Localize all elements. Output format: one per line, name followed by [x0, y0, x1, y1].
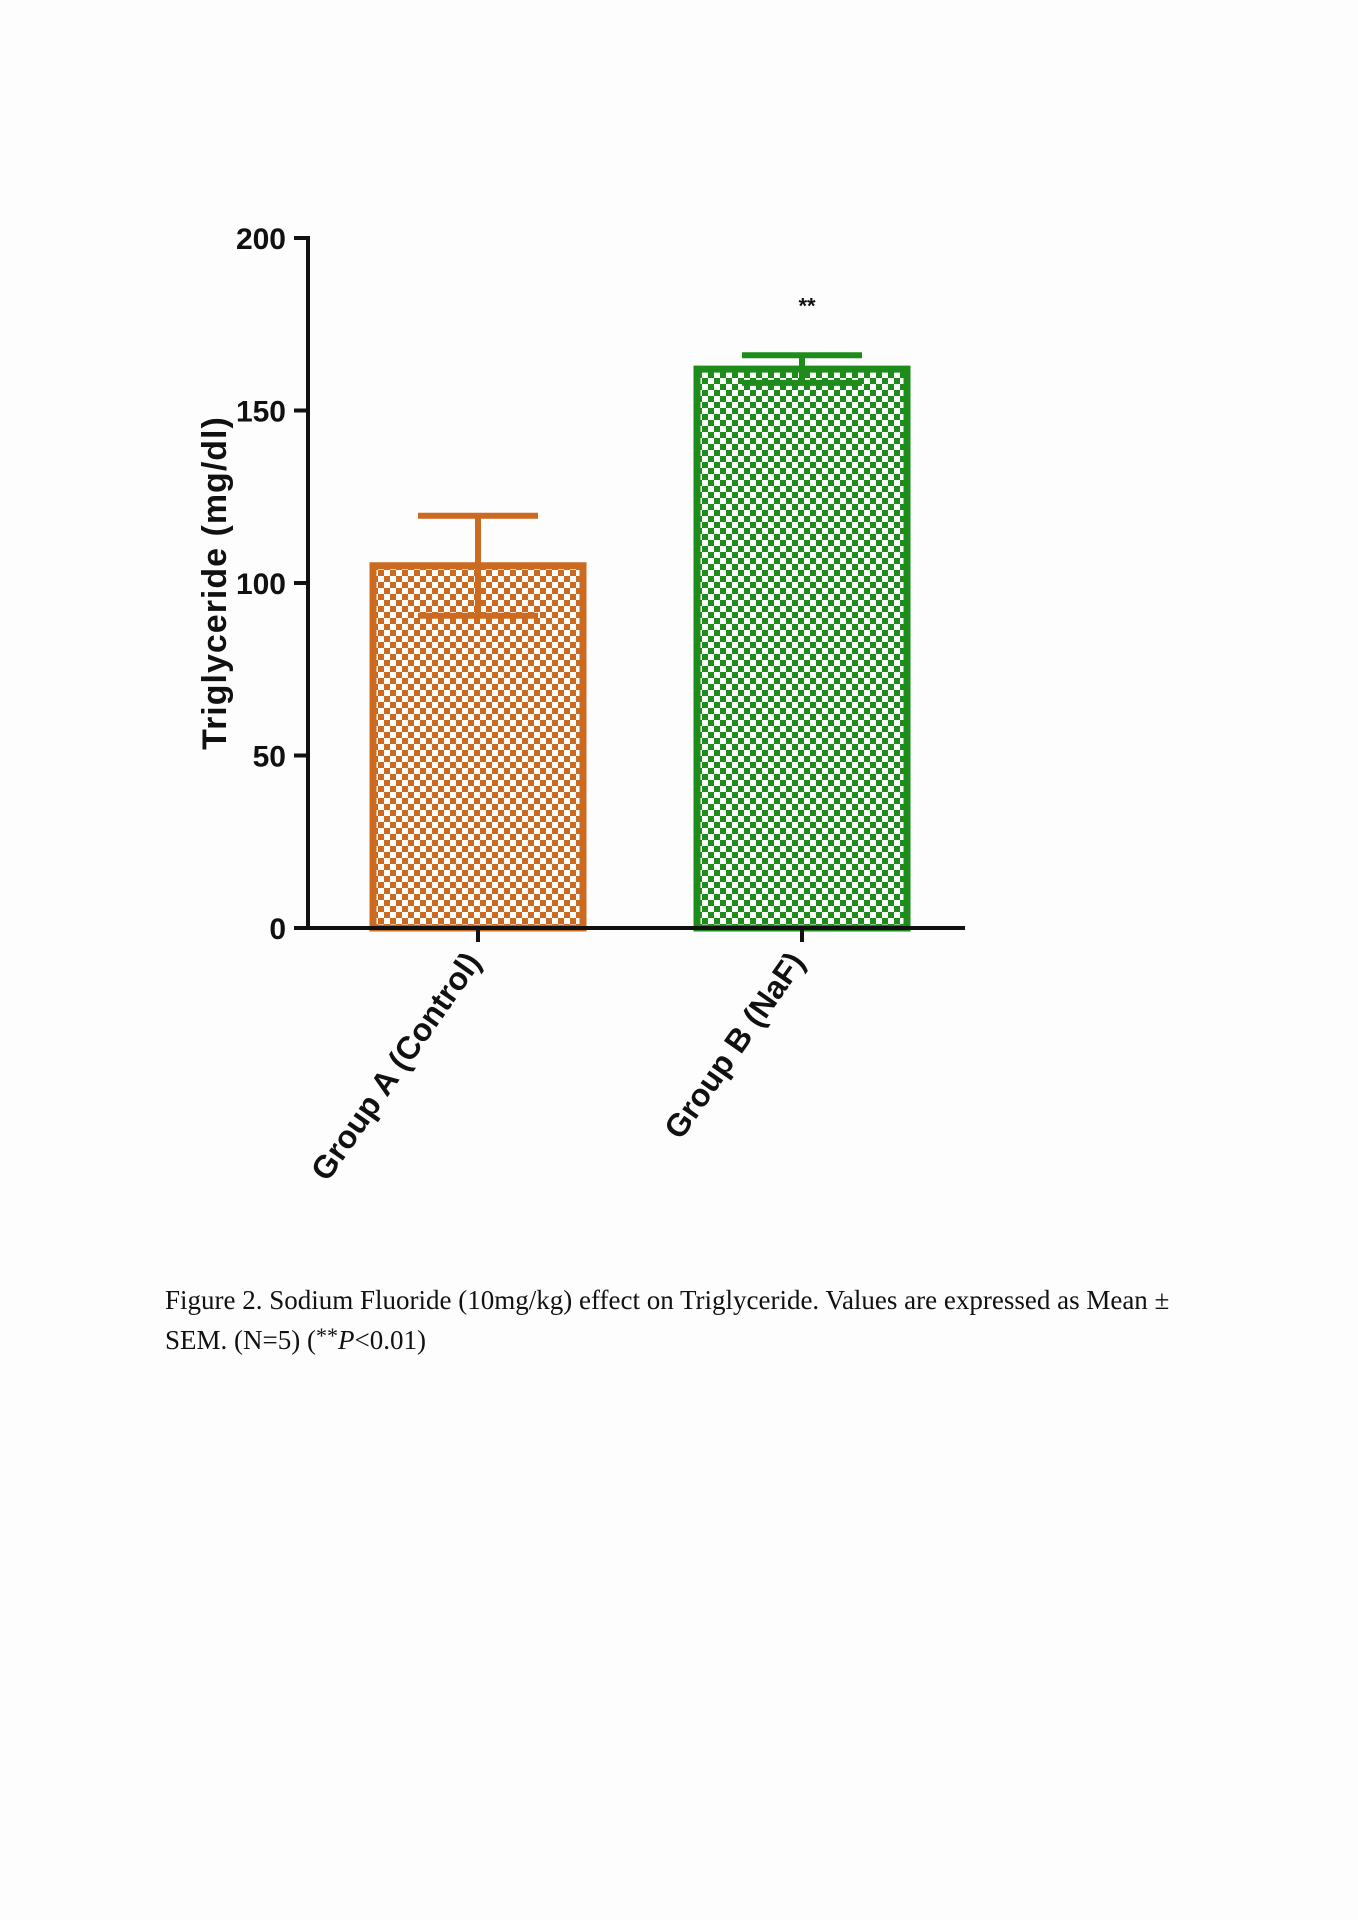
error-bar [418, 512, 538, 619]
caption-line-2-prefix: SEM. (N=5) ( [165, 1325, 316, 1355]
axes [306, 236, 965, 930]
bars [369, 352, 911, 932]
error-bar [742, 352, 862, 386]
annotations: ** [798, 293, 816, 318]
caption-p-symbol: P [337, 1325, 355, 1355]
x-tick-label: Group A (Control) [304, 945, 488, 1186]
bar [693, 365, 911, 932]
x-tick-label: Group B (NaF) [657, 945, 812, 1145]
x-axis-ticks: Group A (Control) Group B (NaF) [304, 928, 812, 1187]
y-tick-label: 150 [236, 396, 286, 429]
y-axis-title: Triglyceride (mg/dl) [196, 416, 234, 750]
y-axis-ticks: 0 50 100 150 200 [236, 223, 308, 946]
bar-chart: 0 50 100 150 200 Group A (Control) Group B (N… [196, 223, 965, 1187]
caption-significance-stars: ** [315, 1323, 338, 1348]
caption-line-2-suffix: <0.01) [354, 1325, 426, 1355]
y-tick-label: 50 [253, 741, 286, 774]
figure-caption: Figure 2. Sodium Fluoride (10mg/kg) effe… [165, 1282, 1205, 1358]
caption-line-2: SEM. (N=5) (**P<0.01) [165, 1318, 1205, 1358]
y-tick-label: 100 [236, 568, 286, 601]
y-tick-label: 200 [236, 223, 286, 256]
caption-line-1: Figure 2. Sodium Fluoride (10mg/kg) effe… [165, 1285, 1170, 1315]
significance-marker: ** [798, 293, 816, 318]
bar [369, 562, 587, 932]
y-tick-label: 0 [269, 913, 286, 946]
